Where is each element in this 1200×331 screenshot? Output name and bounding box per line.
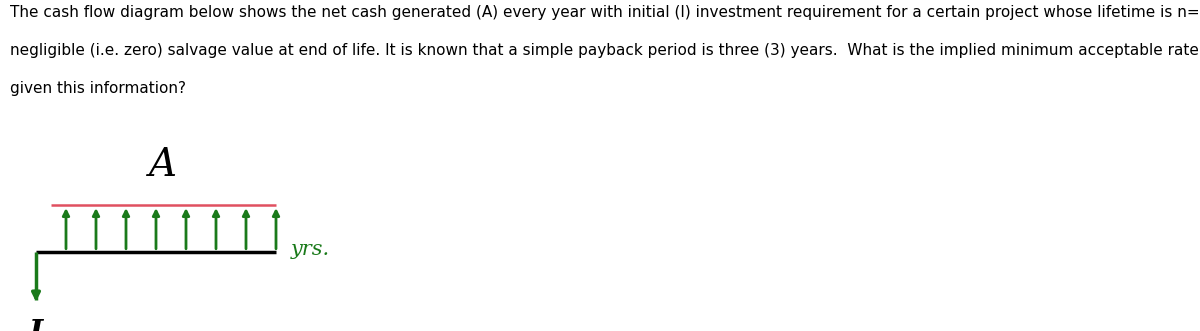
Text: I: I [29, 318, 43, 331]
Text: given this information?: given this information? [10, 81, 186, 96]
Text: A: A [150, 147, 178, 184]
Text: The cash flow diagram below shows the net cash generated (A) every year with ini: The cash flow diagram below shows the ne… [10, 5, 1200, 20]
Text: yrs.: yrs. [292, 240, 330, 260]
Text: negligible (i.e. zero) salvage value at end of life. It is known that a simple p: negligible (i.e. zero) salvage value at … [10, 43, 1200, 58]
